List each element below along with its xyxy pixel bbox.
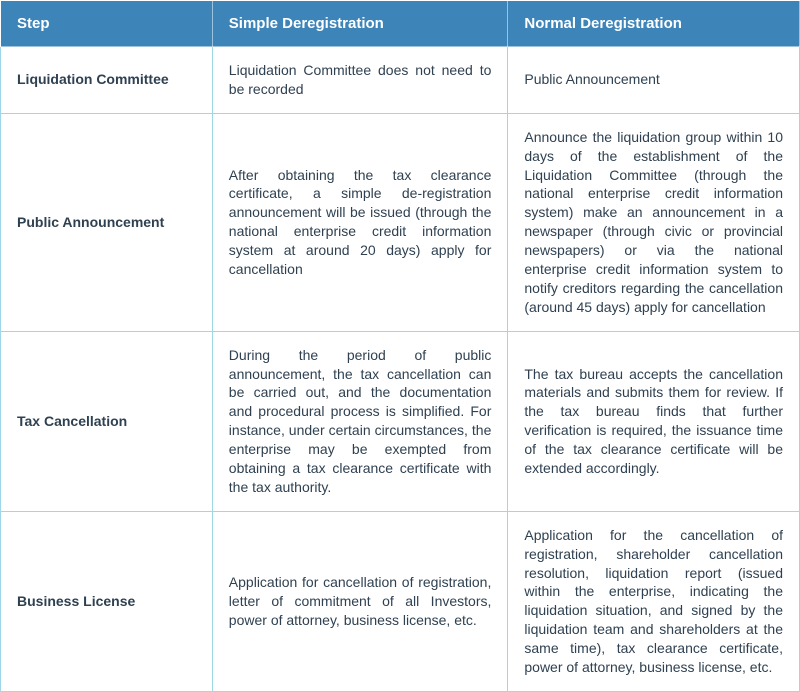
cell-simple: During the period of public announcement… (212, 331, 508, 511)
table-row: Public Announcement After obtaining the … (1, 113, 800, 331)
cell-simple: Liquidation Committee does not need to b… (212, 47, 508, 114)
cell-simple: Application for cancellation of registra… (212, 511, 508, 691)
table-row: Tax Cancellation During the period of pu… (1, 331, 800, 511)
cell-simple: After obtaining the tax clearance certif… (212, 113, 508, 331)
cell-normal: Announce the liquidation group within 10… (508, 113, 800, 331)
cell-step: Public Announcement (1, 113, 213, 331)
header-normal: Normal Deregistration (508, 1, 800, 47)
table-header-row: Step Simple Deregistration Normal Deregi… (1, 1, 800, 47)
deregistration-comparison-table: Step Simple Deregistration Normal Deregi… (0, 0, 800, 692)
cell-normal: Application for the cancellation of regi… (508, 511, 800, 691)
cell-step: Business License (1, 511, 213, 691)
table-row: Business License Application for cancell… (1, 511, 800, 691)
cell-step: Tax Cancellation (1, 331, 213, 511)
header-step: Step (1, 1, 213, 47)
table-row: Liquidation Committee Liquidation Commit… (1, 47, 800, 114)
cell-normal: The tax bureau accepts the cancellation … (508, 331, 800, 511)
cell-step: Liquidation Committee (1, 47, 213, 114)
header-simple: Simple Deregistration (212, 1, 508, 47)
cell-normal: Public Announcement (508, 47, 800, 114)
